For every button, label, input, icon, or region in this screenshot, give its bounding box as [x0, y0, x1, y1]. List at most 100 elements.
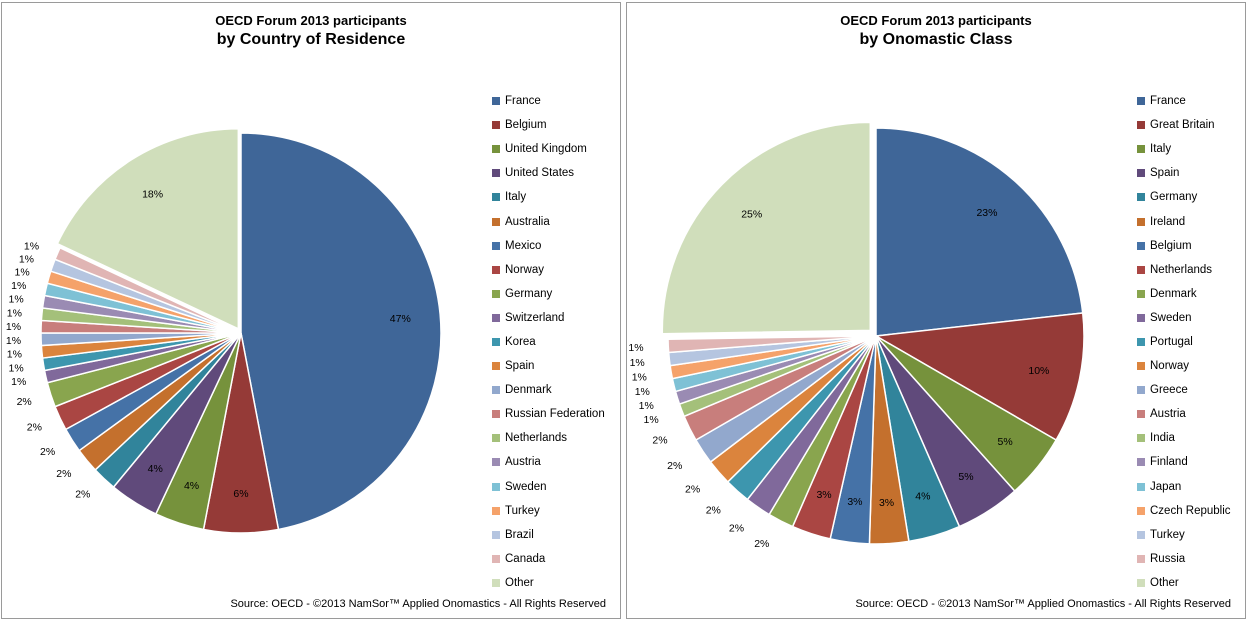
data-label-austria: 1% [9, 294, 24, 306]
legend-item-denmark: Denmark [492, 378, 605, 402]
legend-swatch [1137, 386, 1145, 395]
legend-label: Italy [505, 191, 527, 204]
legend-label: Portugal [1150, 335, 1193, 348]
legend-swatch [1137, 458, 1145, 467]
legend-item-united-kingdom: United Kingdom [492, 137, 605, 161]
legend-item-japan: Japan [1137, 475, 1231, 499]
data-label-great-britain: 10% [1028, 365, 1049, 377]
legend-label: Belgium [505, 119, 547, 132]
legend-swatch [492, 145, 500, 154]
legend-item-russian-federation: Russian Federation [492, 402, 605, 426]
pie-slice-france [240, 132, 442, 531]
legend-swatch [1137, 289, 1145, 298]
data-label-germany: 4% [915, 491, 930, 503]
chart-subtitle: by Onomastic Class [859, 31, 1013, 48]
legend-label: Australia [505, 215, 550, 228]
legend-label: Ireland [1150, 215, 1186, 228]
legend-label: Great Britain [1150, 119, 1215, 132]
legend-item-sweden: Sweden [1137, 306, 1231, 330]
data-label-korea: 1% [9, 362, 24, 374]
legend-swatch [492, 241, 500, 250]
data-label-mexico: 2% [40, 446, 55, 458]
legend-label: Sweden [1150, 311, 1192, 324]
legend-item-greece: Greece [1137, 378, 1231, 402]
legend-item-turkey: Turkey [1137, 523, 1231, 547]
legend-label: Germany [505, 287, 553, 300]
pie-slice-russia [667, 335, 877, 354]
data-label-russian-federation: 1% [6, 321, 21, 333]
legend-item-austria: Austria [492, 450, 605, 474]
data-label-belgium: 6% [233, 488, 248, 500]
legend-item-norway: Norway [1137, 354, 1231, 378]
legend-item-netherlands: Netherlands [492, 426, 605, 450]
data-label-other: 25% [741, 209, 762, 221]
legend-swatch [492, 410, 500, 419]
legend-swatch [1137, 482, 1145, 491]
chart-title: OECD Forum 2013 participants [215, 13, 407, 28]
data-label-belgium: 3% [847, 496, 862, 508]
legend-item-france: France [1137, 89, 1231, 113]
legend-item-other: Other [1137, 571, 1231, 595]
data-label-australia: 2% [56, 468, 71, 480]
legend-item-ireland: Ireland [1137, 209, 1231, 233]
legend-swatch [492, 337, 500, 346]
pie-slice-france [875, 127, 1084, 337]
legend-item-austria: Austria [1137, 402, 1231, 426]
data-label-france: 23% [976, 207, 997, 219]
legend-item-mexico: Mexico [492, 234, 605, 258]
legend-label: Greece [1150, 384, 1188, 397]
legend-label: Norway [1150, 360, 1189, 373]
pie-chart-country: 47%6%4%4%2%2%2%2%2%1%1%1%1%1%1%1%1%1%1%1… [6, 128, 442, 534]
legend-swatch [492, 289, 500, 298]
legend-swatch [1137, 578, 1145, 587]
legend-label: Other [1150, 576, 1179, 589]
data-label-greece: 2% [667, 460, 682, 472]
legend-swatch [492, 434, 500, 443]
data-label-norway: 2% [685, 483, 700, 495]
legend-item-spain: Spain [492, 354, 605, 378]
legend-label: Canada [505, 552, 546, 565]
legend-swatch [492, 506, 500, 515]
legend-label: Spain [505, 360, 535, 373]
legend-item-italy: Italy [1137, 137, 1231, 161]
legend-item-switzerland: Switzerland [492, 306, 605, 330]
legend-item-norway: Norway [492, 258, 605, 282]
data-label-canada: 1% [24, 241, 39, 253]
pie-chart-onomastic: 23%10%5%5%4%3%3%3%2%2%2%2%2%2%1%1%1%1%1%… [628, 121, 1085, 550]
legend-label: Turkey [1150, 528, 1185, 541]
data-label-sweden: 1% [11, 280, 26, 292]
legend-label: Japan [1150, 480, 1182, 493]
legend-swatch [492, 193, 500, 202]
legend-item-india: India [1137, 426, 1231, 450]
legend-label: Russia [1150, 552, 1186, 565]
legend-swatch [1137, 506, 1145, 515]
legend-swatch [1137, 337, 1145, 346]
legend-item-sweden: Sweden [492, 475, 605, 499]
legend-label: Netherlands [1150, 263, 1213, 276]
data-label-denmark: 1% [6, 335, 21, 347]
legend-label: Korea [505, 335, 536, 348]
legend-item-korea: Korea [492, 330, 605, 354]
data-label-turkey: 1% [630, 357, 645, 369]
legend-item-spain: Spain [1137, 161, 1231, 185]
legend-swatch [1137, 410, 1145, 419]
legend-item-denmark: Denmark [1137, 282, 1231, 306]
legend-swatch [1137, 193, 1145, 202]
legend-label: Mexico [505, 239, 542, 252]
legend-swatch [492, 313, 500, 322]
data-label-germany: 2% [17, 396, 32, 408]
legend-item-france: France [492, 89, 605, 113]
data-label-denmark: 2% [754, 538, 769, 550]
pie-slice-great-britain [873, 312, 1085, 442]
legend-swatch [492, 554, 500, 563]
data-label-russia: 1% [628, 342, 643, 354]
legend-swatch [1137, 145, 1145, 154]
legend-swatch [492, 530, 500, 539]
legend-swatch [1137, 217, 1145, 226]
legend-swatch [492, 121, 500, 130]
legend-swatch [492, 578, 500, 587]
legend-label: Denmark [505, 384, 552, 397]
legend-label: Austria [1150, 408, 1186, 421]
legend-label: Denmark [1150, 287, 1197, 300]
legend-swatch [1137, 241, 1145, 250]
